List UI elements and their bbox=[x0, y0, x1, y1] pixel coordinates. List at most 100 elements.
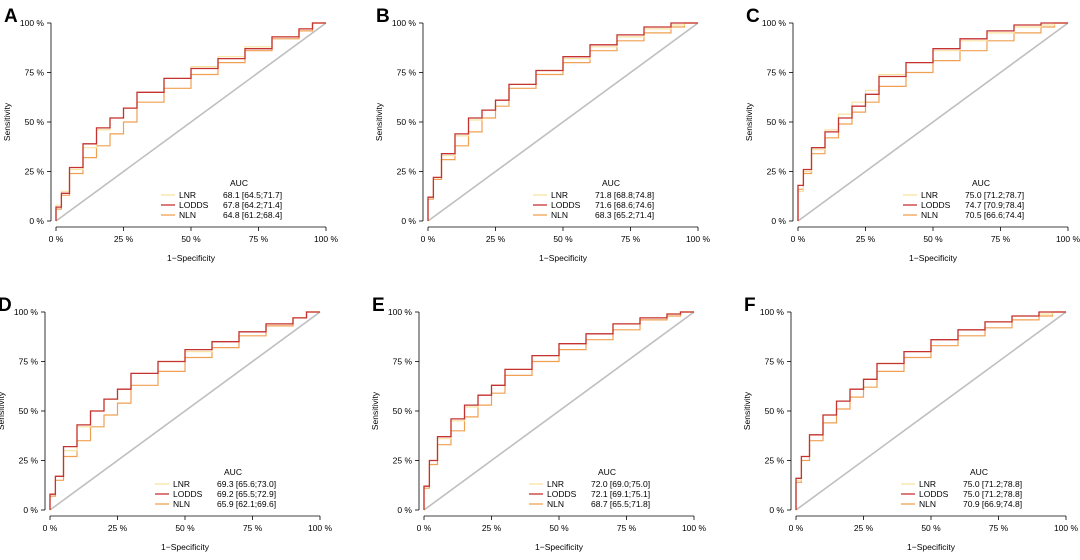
x-axis-title: 1−Specificity bbox=[539, 253, 588, 263]
legend-name-lnr: LNR bbox=[547, 479, 564, 489]
roc-curve-lodds bbox=[795, 311, 1066, 510]
x-tick-label: 75 % bbox=[617, 523, 637, 533]
legend-name-lnr: LNR bbox=[551, 190, 568, 200]
legend-auc-nln: 70.9 [66.9;74.8] bbox=[963, 499, 1022, 509]
x-tick-label: 50 % bbox=[553, 234, 573, 244]
legend-auc-nln: 68.3 [65.2;71.4] bbox=[595, 210, 654, 220]
x-tick-label: 100 % bbox=[314, 234, 339, 244]
y-tick-label: 100 % bbox=[20, 18, 45, 28]
y-tick-label: 0 % bbox=[397, 505, 412, 515]
y-tick-label: 0 % bbox=[401, 216, 416, 226]
legend-name-lodds: LODDS bbox=[547, 489, 577, 499]
x-tick-label: 0 % bbox=[43, 523, 58, 533]
y-axis-title: Sensitivity bbox=[0, 391, 6, 430]
y-tick-label: 25 % bbox=[765, 456, 785, 466]
panel-label-d: D bbox=[0, 295, 12, 316]
x-tick-label: 75 % bbox=[991, 234, 1011, 244]
y-tick-label: 75 % bbox=[397, 68, 417, 78]
x-tick-label: 75 % bbox=[621, 234, 641, 244]
legend-auc-lnr: 69.3 [65.6;73.0] bbox=[217, 479, 276, 489]
y-tick-label: 25 % bbox=[397, 167, 417, 177]
y-tick-label: 75 % bbox=[393, 357, 413, 367]
panel-label-f: F bbox=[744, 295, 756, 316]
y-tick-label: 100 % bbox=[14, 307, 39, 317]
legend-name-nln: NLN bbox=[547, 499, 564, 509]
legend-auc-lnr: 71.8 [68.8;74.8] bbox=[595, 190, 654, 200]
x-tick-label: 100 % bbox=[1056, 234, 1080, 244]
legend-auc-lodds: 71.6 [68.6;74.6] bbox=[595, 200, 654, 210]
legend-auc-lodds: 72.1 [69.1;75.1] bbox=[591, 489, 650, 499]
x-tick-label: 50 % bbox=[181, 234, 201, 244]
roc-curve-lodds bbox=[49, 311, 320, 510]
legend-auc-lodds: 69.2 [65.5;72.9] bbox=[217, 489, 276, 499]
roc-curve-lodds bbox=[423, 311, 694, 510]
legend-name-lodds: LODDS bbox=[179, 200, 209, 210]
legend-name-lodds: LODDS bbox=[921, 200, 951, 210]
legend-name-nln: NLN bbox=[921, 210, 938, 220]
x-tick-label: 100 % bbox=[308, 523, 333, 533]
y-tick-label: 100 % bbox=[760, 307, 785, 317]
x-tick-label: 25 % bbox=[856, 234, 876, 244]
panel-d: D 0 % 0 % 25 % 25 % 50 % 50 % 75 % 75 % 100 % 100 … bbox=[0, 295, 332, 552]
x-tick-label: 75 % bbox=[243, 523, 263, 533]
legend-auc-lnr: 72.0 [69.0;75.0] bbox=[591, 479, 650, 489]
reference-diagonal bbox=[797, 22, 1069, 222]
x-axis-title: 1−Specificity bbox=[161, 542, 210, 552]
x-tick-label: 25 % bbox=[114, 234, 134, 244]
x-axis-title: 1−Specificity bbox=[907, 542, 956, 552]
x-tick-label: 75 % bbox=[249, 234, 269, 244]
legend-name-nln: NLN bbox=[173, 499, 190, 509]
legend-auc-nln: 68.7 [65.5;71.8] bbox=[591, 499, 650, 509]
x-tick-label: 50 % bbox=[549, 523, 569, 533]
y-tick-label: 50 % bbox=[767, 117, 787, 127]
legend-title: AUC bbox=[598, 467, 616, 477]
y-tick-label: 50 % bbox=[25, 117, 45, 127]
legend-auc-lnr: 75.0 [71.2;78.7] bbox=[965, 190, 1024, 200]
y-tick-label: 25 % bbox=[25, 167, 45, 177]
panel-label-a: A bbox=[4, 6, 18, 27]
y-tick-label: 25 % bbox=[393, 456, 413, 466]
x-tick-label: 50 % bbox=[175, 523, 195, 533]
y-axis-title: Sensitivity bbox=[744, 102, 754, 141]
roc-curve-lodds bbox=[55, 22, 326, 221]
legend-auc-lodds: 74.7 [70.9;78.4] bbox=[965, 200, 1024, 210]
legend-name-lnr: LNR bbox=[179, 190, 196, 200]
y-axis-title: Sensitivity bbox=[2, 102, 12, 141]
legend-title: AUC bbox=[970, 467, 988, 477]
y-tick-label: 75 % bbox=[765, 357, 785, 367]
legend-auc-lodds: 67.8 [64.2;71.4] bbox=[223, 200, 282, 210]
panel-a: A 0 % 0 % 25 % 25 % 50 % 50 % 75 % 75 % 100 % 100 … bbox=[2, 6, 338, 263]
x-tick-label: 0 % bbox=[789, 523, 804, 533]
y-tick-label: 0 % bbox=[29, 216, 44, 226]
x-tick-label: 50 % bbox=[921, 523, 941, 533]
x-tick-label: 25 % bbox=[854, 523, 874, 533]
roc-curve-lodds bbox=[797, 22, 1068, 221]
legend-name-lodds: LODDS bbox=[173, 489, 203, 499]
x-tick-label: 75 % bbox=[989, 523, 1009, 533]
panel-label-e: E bbox=[372, 295, 385, 316]
legend-name-lnr: LNR bbox=[919, 479, 936, 489]
y-tick-label: 50 % bbox=[19, 406, 39, 416]
y-tick-label: 100 % bbox=[762, 18, 787, 28]
y-axis-title: Sensitivity bbox=[370, 391, 380, 430]
panel-label-c: C bbox=[746, 6, 760, 27]
x-tick-label: 0 % bbox=[421, 234, 436, 244]
legend-name-nln: NLN bbox=[179, 210, 196, 220]
x-tick-label: 0 % bbox=[49, 234, 64, 244]
x-tick-label: 50 % bbox=[923, 234, 943, 244]
legend-auc-nln: 70.5 [66.6;74.4] bbox=[965, 210, 1024, 220]
reference-diagonal bbox=[795, 311, 1067, 511]
y-tick-label: 100 % bbox=[388, 307, 413, 317]
x-axis-title: 1−Specificity bbox=[535, 542, 584, 552]
panel-label-b: B bbox=[376, 6, 390, 27]
y-tick-label: 0 % bbox=[771, 216, 786, 226]
legend-auc-lnr: 75.0 [71.2;78.8] bbox=[963, 479, 1022, 489]
panel-b: B 0 % 0 % 25 % 25 % 50 % 50 % 75 % 75 % 100 % 100 … bbox=[374, 6, 710, 263]
legend-auc-nln: 64.8 [61.2;68.4] bbox=[223, 210, 282, 220]
x-tick-label: 100 % bbox=[682, 523, 707, 533]
y-tick-label: 25 % bbox=[767, 167, 787, 177]
x-tick-label: 100 % bbox=[1054, 523, 1079, 533]
x-tick-label: 25 % bbox=[108, 523, 128, 533]
